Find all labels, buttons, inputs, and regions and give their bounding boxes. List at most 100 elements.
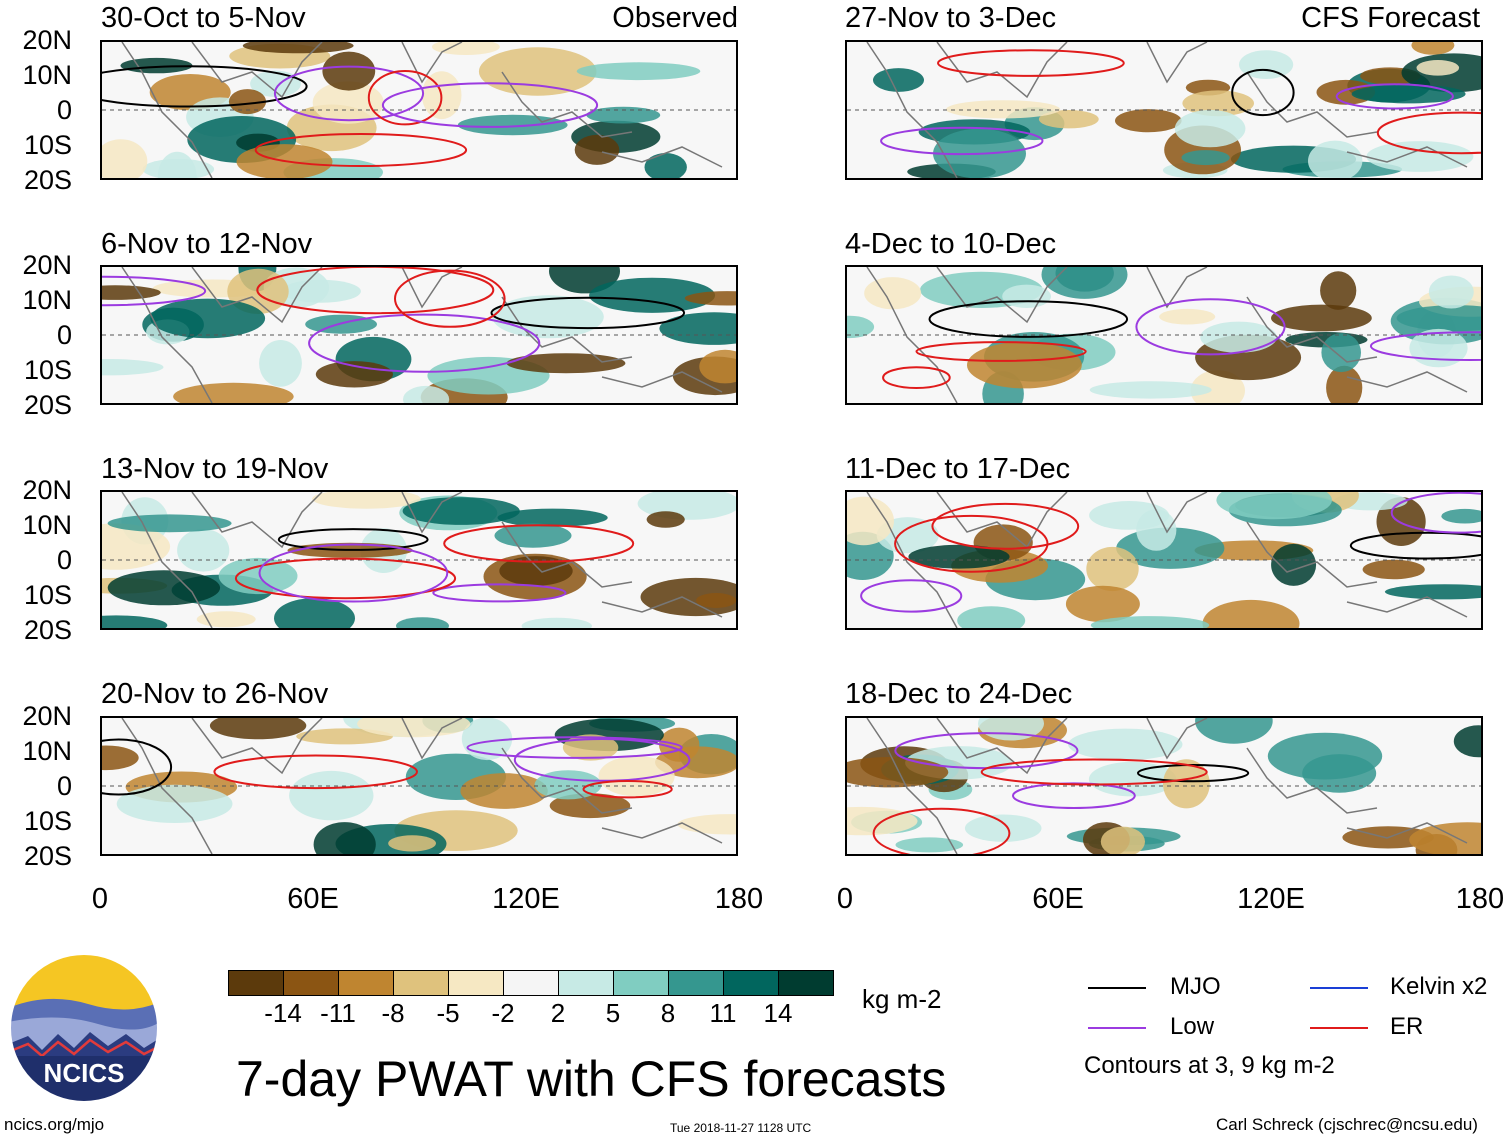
legend-line-mjo xyxy=(1088,987,1146,989)
wave-contour xyxy=(102,275,207,307)
wave-contour xyxy=(256,267,495,315)
anomaly-blob xyxy=(492,295,604,339)
logo-text: NCICS xyxy=(44,1058,125,1088)
wave-contour xyxy=(258,543,449,603)
wave-contour xyxy=(980,758,1208,786)
anomaly-blob xyxy=(864,277,922,310)
y-tick-label: 20N xyxy=(22,250,72,280)
map-panel xyxy=(845,716,1483,856)
colorbar-unit: kg m-2 xyxy=(862,984,942,1014)
anomaly-blob xyxy=(403,385,450,403)
panel-title: 27-Nov to 3-Dec xyxy=(845,2,1057,34)
coastline xyxy=(501,521,633,588)
anomaly-blob xyxy=(908,544,1010,569)
colorbar-swatch xyxy=(779,971,833,995)
coastline xyxy=(191,492,323,549)
pwat-field xyxy=(102,492,736,628)
wave-contour xyxy=(443,524,635,563)
anomaly-blob xyxy=(659,312,736,345)
wave-contour xyxy=(466,736,683,759)
anomaly-blob xyxy=(1271,304,1372,332)
anomaly-blob xyxy=(494,523,572,548)
anomaly-blob xyxy=(1411,42,1455,55)
anomaly-blob xyxy=(946,100,1061,119)
panel-title: 4-Dec to 10-Dec xyxy=(845,228,1057,260)
anomaly-blob xyxy=(1321,333,1361,373)
coastline xyxy=(501,71,633,138)
anomaly-blob xyxy=(177,529,230,572)
anomaly-blob xyxy=(1239,50,1294,79)
anomaly-blob xyxy=(1453,725,1481,758)
wave-contour xyxy=(1137,764,1250,783)
anomaly-blob xyxy=(586,106,661,124)
wave-contour xyxy=(931,502,1080,550)
colorbar-swatch xyxy=(559,971,614,995)
coastline xyxy=(1346,822,1468,844)
anomaly-blob xyxy=(847,496,894,546)
wave-contour xyxy=(1390,492,1481,534)
wave-contour xyxy=(872,807,1011,854)
colorbar-swatch xyxy=(614,971,669,995)
panel-title: 30-Oct to 5-Nov xyxy=(101,2,306,34)
anomaly-blob xyxy=(497,508,608,527)
x-tick-label: 60E xyxy=(1032,883,1084,915)
wave-contour xyxy=(102,738,173,796)
anomaly-blob xyxy=(209,718,307,740)
coastline xyxy=(1246,521,1378,588)
anomaly-blob xyxy=(1200,321,1277,353)
wave-contour xyxy=(928,300,1129,338)
wave-contour xyxy=(432,583,567,603)
coastline xyxy=(121,492,213,628)
anomaly-blob xyxy=(646,511,685,528)
wave-contour xyxy=(1349,531,1481,560)
colorbar-swatch xyxy=(229,971,284,995)
map-panel xyxy=(845,490,1483,630)
anomaly-blob xyxy=(228,89,267,115)
anomaly-blob xyxy=(120,57,193,74)
coastline xyxy=(501,296,633,363)
y-tick-label: 10N xyxy=(22,285,72,315)
x-tick-label: 180 xyxy=(714,883,764,915)
anomaly-blob xyxy=(102,359,164,376)
coastline xyxy=(121,267,213,403)
anomaly-blob xyxy=(1441,508,1481,524)
anomaly-blob xyxy=(1115,109,1182,133)
wave-contour xyxy=(490,296,686,330)
colorbar-swatch xyxy=(449,971,504,995)
anomaly-blob xyxy=(699,349,736,384)
anomaly-blob xyxy=(967,341,1082,389)
anomaly-blob xyxy=(1351,84,1466,104)
x-tick-label: 0 xyxy=(91,883,109,915)
anomaly-blob xyxy=(1100,826,1145,854)
colorbar-swatch xyxy=(394,971,449,995)
coastline xyxy=(1146,718,1208,760)
anomaly-blob xyxy=(1271,543,1317,586)
coastline xyxy=(191,718,323,775)
anomaly-blob xyxy=(873,68,924,92)
anomaly-blob xyxy=(562,734,619,761)
anomaly-blob xyxy=(1216,492,1332,520)
panel-title: 18-Dec to 24-Dec xyxy=(845,678,1073,710)
legend-label-mjo: MJO xyxy=(1170,973,1221,1000)
anomaly-blob xyxy=(598,756,675,797)
x-tick-label: 0 xyxy=(836,883,854,915)
anomaly-blob xyxy=(396,617,449,628)
coastline xyxy=(1246,296,1378,363)
legend-line-low xyxy=(1088,1027,1146,1029)
anomaly-blob xyxy=(506,353,626,374)
anomaly-blob xyxy=(1308,140,1363,178)
coastline xyxy=(601,371,723,393)
ncics-logo: NCICS xyxy=(9,953,159,1103)
anomaly-blob xyxy=(1086,546,1139,592)
wave-contour xyxy=(273,65,425,122)
anomaly-blob xyxy=(1409,822,1481,854)
wave-contour xyxy=(234,557,457,600)
legend-line-kelvin xyxy=(1310,987,1368,989)
legend-label-er: ER xyxy=(1390,1013,1424,1040)
coastline xyxy=(936,267,1068,324)
anomaly-blob xyxy=(102,285,161,300)
coastline xyxy=(121,718,213,854)
anomaly-blob xyxy=(1089,381,1212,399)
anomaly-blob xyxy=(107,570,221,606)
panel-title: 6-Nov to 12-Nov xyxy=(101,228,313,260)
